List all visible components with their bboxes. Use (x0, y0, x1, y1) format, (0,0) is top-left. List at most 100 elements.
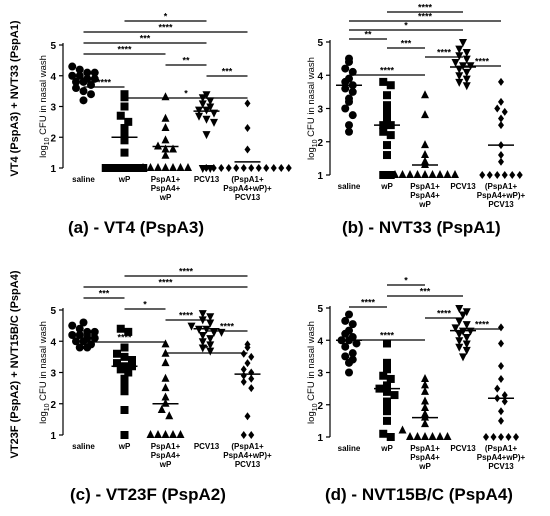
panel-a: 1 2 3 4 5 VT4 (PspA3) + NVT33 (PspA1) log10 CF… (9, 12, 292, 202)
data-point (90, 327, 99, 336)
data-point (383, 114, 391, 123)
data-point (421, 160, 429, 169)
y-axis-label-sub: log10 CFU in nasal wash (306, 321, 319, 424)
data-point (516, 171, 523, 179)
y-axis-label-main: VT23F (PspA2) + NVT15B/C (PspA4) (9, 270, 21, 458)
data-point (116, 111, 125, 120)
y-axis-label-main: VT4 (PspA3) + NVT33 (PspA1) (9, 20, 21, 177)
data-point (341, 342, 350, 351)
x-category-label: PspA4+ (410, 191, 440, 200)
data-point (345, 121, 353, 130)
significance-label: * (404, 21, 408, 31)
data-point (483, 433, 489, 441)
data-point (383, 91, 391, 100)
data-point (498, 339, 504, 348)
data-point (198, 100, 207, 109)
data-point (421, 110, 429, 119)
data-point (233, 164, 240, 172)
data-point (455, 330, 464, 339)
data-point (90, 68, 99, 77)
data-point (421, 150, 429, 159)
data-point (421, 402, 429, 411)
data-point (244, 145, 251, 154)
data-point (270, 164, 277, 172)
data-point (161, 373, 170, 382)
y-tick-label: 2 (317, 401, 323, 412)
data-point (176, 430, 185, 438)
data-point (120, 124, 129, 133)
data-point (120, 148, 129, 157)
data-point (383, 101, 391, 110)
data-point (79, 87, 88, 96)
y-tick-label: 1 (50, 164, 56, 175)
data-point (345, 127, 353, 136)
x-category-label: PspA4+wP)+ (223, 184, 272, 193)
data-point (120, 352, 129, 361)
data-point (451, 58, 460, 67)
data-point (176, 163, 185, 171)
data-point (345, 358, 353, 367)
data-point (165, 411, 174, 420)
data-point (206, 347, 215, 356)
x-category-label: wP (380, 182, 393, 191)
data-point (494, 171, 501, 179)
x-category-label: PspA4+wP)+ (477, 453, 526, 462)
data-point (406, 170, 414, 178)
data-point (248, 352, 255, 361)
data-point (383, 365, 391, 374)
data-point (413, 170, 422, 178)
y-tick-label: 3 (50, 369, 56, 380)
data-point (421, 373, 429, 382)
x-category-label: PCV13 (235, 460, 261, 469)
data-point (383, 387, 391, 396)
data-point (386, 81, 395, 90)
x-category-label: wP (418, 462, 431, 471)
data-point (462, 48, 471, 57)
significance-label: **** (179, 311, 194, 321)
y-tick-label: 2 (50, 133, 56, 144)
significance-label: **** (117, 45, 132, 55)
data-point (421, 170, 429, 178)
x-category-label: wP (159, 193, 172, 202)
data-point (459, 311, 467, 320)
data-point (146, 430, 155, 438)
x-category-label: PCV13 (194, 175, 220, 184)
x-category-label: PspA4+wP)+ (223, 451, 272, 460)
data-point (154, 430, 162, 438)
data-point (383, 141, 391, 150)
data-point (421, 432, 429, 440)
significance-label: **** (437, 309, 452, 319)
x-category-label: PspA1+ (410, 444, 440, 453)
data-point (244, 343, 251, 352)
caption-panel-c: (c) - VT23F (PspA2) (70, 485, 226, 504)
data-point (501, 391, 508, 400)
data-point (109, 164, 118, 172)
x-category-label: wP (118, 175, 131, 184)
y-tick-label: 5 (50, 306, 56, 317)
data-point (479, 171, 486, 179)
data-point (421, 412, 429, 421)
data-point (202, 115, 211, 124)
series-group-1 (336, 310, 362, 377)
series-group-1 (68, 62, 99, 105)
significance-label: **** (117, 333, 132, 343)
data-point (169, 163, 177, 171)
data-point (72, 337, 80, 346)
x-category-label: saline (338, 182, 361, 191)
data-point (406, 432, 414, 440)
data-point (345, 97, 353, 106)
data-point (498, 77, 504, 86)
data-point (202, 325, 211, 334)
data-point (341, 352, 350, 361)
data-point (161, 358, 170, 367)
data-point (146, 163, 155, 171)
data-point (341, 316, 350, 325)
data-point (421, 419, 429, 428)
data-point (501, 107, 508, 116)
data-point (210, 164, 217, 172)
data-point (462, 68, 471, 77)
data-point (198, 332, 207, 340)
data-point (386, 374, 395, 383)
x-category-label: PspA4+ (151, 451, 181, 460)
data-point (501, 397, 508, 406)
